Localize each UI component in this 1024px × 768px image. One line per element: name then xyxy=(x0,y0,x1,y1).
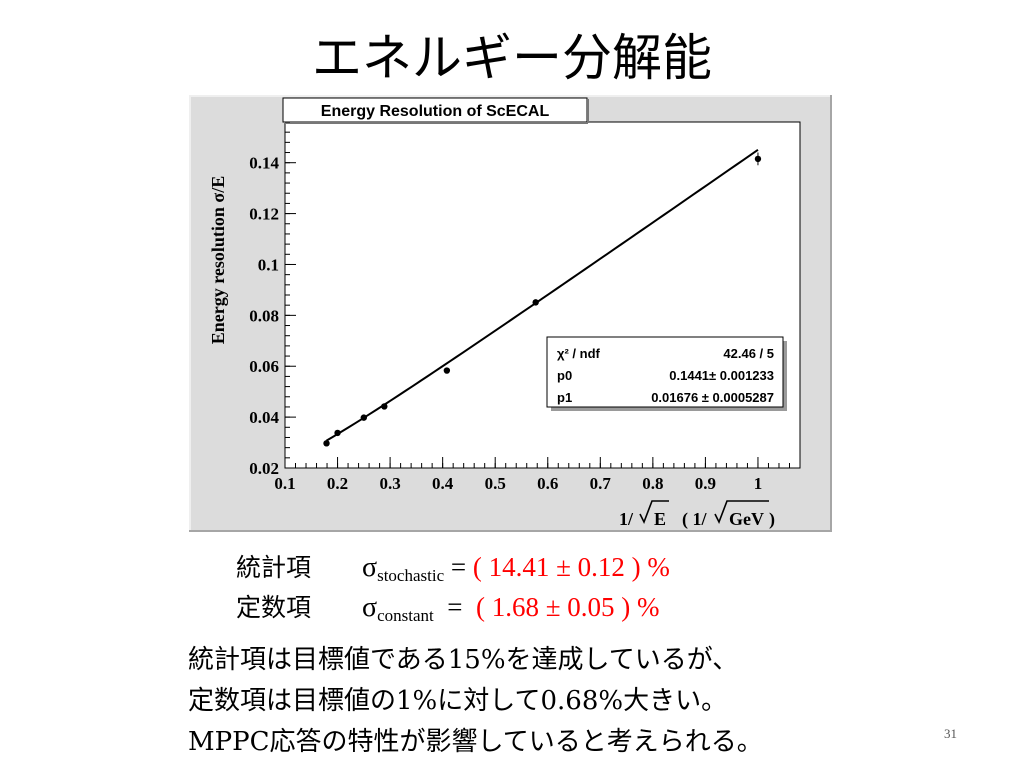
summary-text: 統計項は目標値である15%を達成しているが、 定数項は目標値の1%に対して0.6… xyxy=(188,640,948,763)
x-tick-label: 0.4 xyxy=(432,474,454,493)
equals-sign: = xyxy=(444,552,473,582)
y-tick-label: 0.06 xyxy=(249,357,279,376)
y-tick-label: 0.12 xyxy=(249,205,279,224)
x-axis-label: 1/ E ( 1/ GeV ) xyxy=(619,500,775,530)
fit-stats-box: χ² / ndf 42.46 / 5 p0 0.1441± 0.001233 p1 0.0… xyxy=(546,336,787,411)
y-axis-label: Energy resolution σ/E xyxy=(208,176,228,344)
stats-name: p1 xyxy=(557,390,572,405)
summary-line: MPPC応答の特性が影響していると考えられる。 xyxy=(188,727,763,757)
x-axis: 0.1 0.2 0.3 0.4 0.5 0.6 0.7 0.8 0.9 1 xyxy=(274,457,801,493)
data-point xyxy=(443,367,451,374)
data-point xyxy=(532,299,539,306)
result-value: ( 1.68 ± 0.05 ) % xyxy=(475,592,660,622)
stats-value: 0.1441± 0.001233 xyxy=(669,368,774,383)
chart-title: Energy Resolution of ScECAL xyxy=(321,103,550,120)
y-tick-label: 0.1 xyxy=(258,255,279,274)
sigma-subscript: constant xyxy=(377,606,434,625)
result-label: 統計項 xyxy=(236,553,312,582)
data-point xyxy=(360,414,368,421)
stats-value: 42.46 / 5 xyxy=(723,346,774,361)
x-tick-label: 0.3 xyxy=(379,474,400,493)
summary-line: 定数項は目標値の1%に対して0.68%大きい。 xyxy=(188,686,728,716)
result-value: ( 14.41 ± 0.12 ) % xyxy=(472,552,670,582)
y-tick-label: 0.04 xyxy=(249,408,279,427)
x-tick-label: 0.8 xyxy=(642,474,663,493)
y-axis: 0.02 0.04 0.06 0.08 0.1 0.12 0.14 xyxy=(249,121,296,478)
x-axis-label-unit-suffix: ) xyxy=(769,509,775,530)
x-tick-label: 0.2 xyxy=(327,474,348,493)
sigma-subscript: stochastic xyxy=(377,566,445,585)
sigma-symbol: σ xyxy=(362,592,378,623)
stats-value: 0.01676 ± 0.0005287 xyxy=(651,390,774,405)
x-tick-label: 0.1 xyxy=(274,474,295,493)
stats-name: p0 xyxy=(557,368,572,383)
summary-line: 統計項は目標値である15%を達成しているが、 xyxy=(188,645,739,675)
x-tick-label: 1 xyxy=(754,474,763,493)
fit-layer xyxy=(326,148,759,442)
x-tick-label: 0.6 xyxy=(537,474,558,493)
y-tick-label: 0.14 xyxy=(249,154,279,173)
data-point xyxy=(754,155,762,163)
y-tick-label: 0.02 xyxy=(249,459,279,478)
stats-name: χ² / ndf xyxy=(557,346,601,361)
y-tick-label: 0.08 xyxy=(249,306,279,325)
slide-title: エネルギー分解能 xyxy=(312,29,712,87)
data-point xyxy=(323,440,330,447)
equals-sign: = xyxy=(433,592,476,622)
data-point xyxy=(381,403,388,410)
sigma-symbol: σ xyxy=(362,552,378,583)
x-tick-label: 0.9 xyxy=(695,474,716,493)
result-stochastic: 統計項 σstochastic = ( 14.41 ± 0.12 ) % xyxy=(236,548,670,585)
chart-title-box xyxy=(282,97,588,123)
x-axis-label-gev: GeV xyxy=(729,509,764,529)
x-axis-label-unit-prefix: ( 1/ xyxy=(682,509,707,530)
resolution-chart: Energy Resolution of ScECAL 0.1 0.2 0.3 0.4… xyxy=(208,97,801,530)
page-number: 31 xyxy=(944,726,957,741)
fit-curve xyxy=(326,148,759,442)
x-axis-label-e: E xyxy=(654,509,666,529)
x-tick-label: 0.7 xyxy=(590,474,612,493)
result-constant: 定数項 σconstant = ( 1.68 ± 0.05 ) % xyxy=(236,588,660,625)
x-tick-label: 0.5 xyxy=(485,474,506,493)
data-points xyxy=(323,152,762,447)
data-point xyxy=(334,429,341,437)
x-axis-label-prefix: 1/ xyxy=(619,509,634,529)
result-label: 定数項 xyxy=(236,593,312,622)
